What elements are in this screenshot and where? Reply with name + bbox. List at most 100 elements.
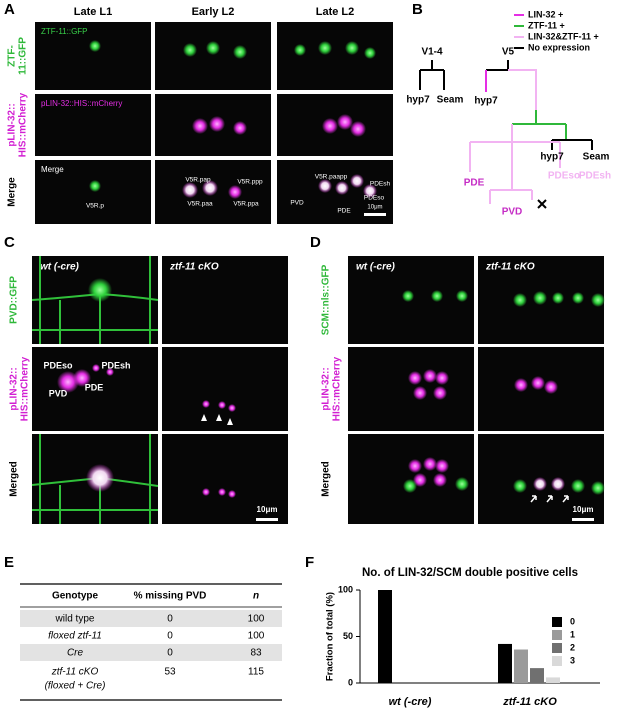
scale-bar	[572, 518, 594, 521]
cell	[318, 179, 332, 193]
table-cell: wild type	[55, 614, 95, 625]
column-header: ztf-11 cKO	[169, 262, 219, 273]
column-header: ztf-11 cKO	[485, 262, 535, 273]
cell	[92, 364, 100, 372]
bar	[530, 668, 544, 683]
micrograph	[155, 22, 271, 90]
cell	[192, 118, 208, 134]
cell	[294, 44, 306, 56]
cell	[433, 473, 447, 487]
row-label: HIS::mCherry	[18, 92, 29, 157]
cell	[533, 291, 547, 305]
cell-label: PDE	[337, 208, 351, 215]
cell	[513, 293, 527, 307]
micrograph	[35, 160, 151, 224]
scale-label: 10μm	[573, 505, 594, 514]
cell	[345, 41, 359, 55]
legend-swatch	[552, 630, 562, 640]
scale-bar	[256, 518, 278, 521]
legend-swatch	[552, 656, 562, 666]
panel-label: B	[412, 1, 423, 18]
cell	[533, 477, 547, 491]
table-row-bg	[20, 644, 282, 661]
y-tick-label: 50	[343, 631, 353, 641]
cell	[89, 40, 101, 52]
cell	[423, 369, 437, 383]
cell	[552, 292, 564, 304]
cell	[183, 43, 197, 57]
micrograph	[348, 434, 474, 524]
scale-label: 10μm	[257, 505, 278, 514]
lineage-node: PDE	[464, 178, 485, 189]
cell	[423, 457, 437, 471]
row-label: Merge	[7, 177, 18, 207]
cell	[456, 290, 468, 302]
bar	[498, 643, 512, 683]
cell	[106, 368, 114, 376]
cell	[413, 386, 427, 400]
table-cell: (floxed + Cre)	[45, 681, 106, 692]
inset-label: pLIN-32::HIS::mCherry	[41, 99, 122, 108]
cell	[455, 477, 469, 491]
cell	[435, 459, 449, 473]
cell	[431, 290, 443, 302]
cell	[202, 400, 210, 408]
cell-label: V5R.paapp	[315, 174, 348, 181]
table-cell: floxed ztf-11	[48, 631, 102, 642]
lineage-node: Seam	[437, 95, 464, 106]
y-tick-label: 0	[348, 677, 353, 687]
legend-label: No expression	[528, 42, 590, 52]
lineage-tree	[419, 60, 593, 204]
cell	[435, 371, 449, 385]
cell	[228, 404, 236, 412]
column-header: wt (-cre)	[356, 262, 396, 273]
cell	[228, 490, 236, 498]
cell	[202, 180, 218, 196]
cell	[572, 292, 584, 304]
arrow	[562, 495, 569, 503]
table-cell: 0	[167, 648, 173, 659]
lineage-node: hyp7	[474, 96, 498, 107]
cell-label: PDEsh	[101, 360, 130, 370]
cell	[363, 184, 377, 198]
micrograph	[162, 347, 288, 431]
panel-label: A	[4, 1, 15, 18]
row-label: Merged	[321, 461, 332, 497]
missing-mark	[537, 199, 547, 209]
row-label: ZTF-	[7, 45, 18, 67]
table-cell: 100	[248, 614, 265, 625]
table-cell: 115	[248, 667, 264, 678]
cell	[591, 481, 605, 495]
cell	[544, 380, 558, 394]
table-cell: ztf-11 cKO	[51, 667, 99, 678]
cell	[591, 293, 605, 307]
micrograph	[35, 94, 151, 156]
lineage-node: hyp7	[406, 95, 430, 106]
cell-label: V5R.paa	[187, 201, 213, 208]
column-header: wt (-cre)	[40, 262, 80, 273]
row-label: Merged	[9, 461, 20, 497]
cell	[408, 371, 422, 385]
legend-label: LIN-32 +	[528, 9, 563, 19]
cell	[202, 488, 210, 496]
cell-label: V5R.p	[86, 203, 104, 210]
cell	[206, 41, 220, 55]
table-cell: 100	[248, 631, 265, 642]
lineage-node: PVD	[502, 207, 523, 218]
cell	[335, 181, 349, 195]
table-cell: 0	[167, 614, 173, 625]
lineage-node: hyp7	[540, 152, 564, 163]
micrograph	[348, 347, 474, 431]
cell	[318, 41, 332, 55]
lineage-node: V5	[502, 47, 515, 58]
cell-label: PDEso	[43, 360, 73, 370]
cell	[88, 278, 112, 302]
legend-swatch	[552, 643, 562, 653]
table-row-bg	[20, 610, 282, 627]
bar	[378, 590, 392, 683]
column-header: Early L2	[192, 6, 235, 18]
panel-label: E	[4, 554, 14, 571]
x-tick-label: wt (-cre)	[389, 696, 432, 708]
panel-label: D	[310, 234, 321, 251]
cell	[350, 174, 364, 188]
